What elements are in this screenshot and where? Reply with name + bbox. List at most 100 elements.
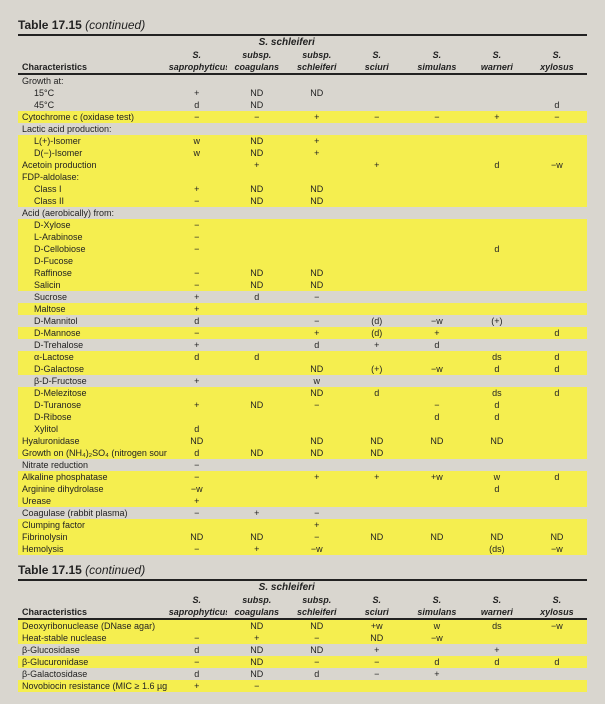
col-head-bot-4: simulans bbox=[407, 606, 467, 619]
cell bbox=[287, 411, 347, 423]
cell: −w bbox=[407, 315, 467, 327]
cell bbox=[467, 147, 527, 159]
cell bbox=[527, 435, 587, 447]
cell: −w bbox=[527, 159, 587, 171]
cell: d bbox=[467, 159, 527, 171]
col-head-bot-4: simulans bbox=[407, 61, 467, 74]
cell bbox=[407, 279, 467, 291]
cell: d bbox=[347, 387, 407, 399]
table-row: Growth at: bbox=[18, 74, 587, 87]
cell: ND bbox=[227, 99, 287, 111]
row-label: D-Melezitose bbox=[18, 387, 167, 399]
cell: ND bbox=[287, 279, 347, 291]
cell: d bbox=[467, 363, 527, 375]
cell bbox=[167, 255, 227, 267]
cell bbox=[227, 315, 287, 327]
cell bbox=[227, 411, 287, 423]
cell bbox=[527, 231, 587, 243]
cell: w bbox=[287, 375, 347, 387]
cell: + bbox=[347, 471, 407, 483]
cell: d bbox=[287, 339, 347, 351]
cell: + bbox=[167, 183, 227, 195]
cell bbox=[227, 495, 287, 507]
cell bbox=[347, 483, 407, 495]
cell: − bbox=[167, 267, 227, 279]
cell: ND bbox=[347, 435, 407, 447]
row-label: Urease bbox=[18, 495, 167, 507]
cell bbox=[347, 255, 407, 267]
cell bbox=[467, 447, 527, 459]
cell bbox=[227, 231, 287, 243]
cell: − bbox=[287, 656, 347, 668]
cell bbox=[227, 423, 287, 435]
cell bbox=[167, 207, 227, 219]
cell bbox=[227, 375, 287, 387]
cell bbox=[467, 195, 527, 207]
cell bbox=[467, 519, 527, 531]
table-row: D-Fucose bbox=[18, 255, 587, 267]
cell bbox=[347, 507, 407, 519]
cell: d bbox=[407, 339, 467, 351]
row-label: Clumping factor bbox=[18, 519, 167, 531]
cell bbox=[407, 459, 467, 471]
cell bbox=[287, 243, 347, 255]
cell bbox=[407, 147, 467, 159]
cell bbox=[407, 495, 467, 507]
cell: d bbox=[287, 668, 347, 680]
cell bbox=[527, 171, 587, 183]
cell: −w bbox=[527, 543, 587, 555]
cell bbox=[467, 279, 527, 291]
cell bbox=[407, 375, 467, 387]
cell: + bbox=[287, 327, 347, 339]
cell: − bbox=[167, 507, 227, 519]
table-row: D-Mannose−+(d)+d bbox=[18, 327, 587, 339]
cell bbox=[467, 680, 527, 692]
row-label: Growth at: bbox=[18, 74, 167, 87]
table-row: D-Ribosedd bbox=[18, 411, 587, 423]
cell bbox=[407, 680, 467, 692]
cell bbox=[287, 680, 347, 692]
table-row: D-Mannitold−(d)−w(+) bbox=[18, 315, 587, 327]
cell bbox=[467, 219, 527, 231]
cell: ND bbox=[287, 644, 347, 656]
cell: (ds) bbox=[467, 543, 527, 555]
cell bbox=[467, 339, 527, 351]
cell: −w bbox=[407, 363, 467, 375]
cell: d bbox=[467, 483, 527, 495]
table-row: Maltose+ bbox=[18, 303, 587, 315]
table-row: D-Cellobiose−d bbox=[18, 243, 587, 255]
row-label: Alkaline phosphatase bbox=[18, 471, 167, 483]
table-row: Raffinose−NDND bbox=[18, 267, 587, 279]
row-label: D-Trehalose bbox=[18, 339, 167, 351]
cell bbox=[407, 291, 467, 303]
cell bbox=[407, 543, 467, 555]
cell bbox=[347, 231, 407, 243]
cell bbox=[407, 207, 467, 219]
cell bbox=[347, 399, 407, 411]
row-label: Novobiocin resistance (MIC ≥ 1.6 µg/ml) bbox=[18, 680, 167, 692]
cell bbox=[527, 680, 587, 692]
cell: d bbox=[467, 399, 527, 411]
cell: d bbox=[167, 447, 227, 459]
cell: +w bbox=[407, 471, 467, 483]
table-row: Acid (aerobically) from: bbox=[18, 207, 587, 219]
cell bbox=[467, 87, 527, 99]
cell bbox=[407, 87, 467, 99]
row-label: Class I bbox=[18, 183, 167, 195]
cell: +w bbox=[347, 619, 407, 632]
cell bbox=[287, 207, 347, 219]
col-head-top-4: S. bbox=[407, 594, 467, 606]
row-label: Hemolysis bbox=[18, 543, 167, 555]
row-label: α-Lactose bbox=[18, 351, 167, 363]
cell bbox=[347, 495, 407, 507]
cell bbox=[467, 99, 527, 111]
cell bbox=[167, 171, 227, 183]
cell: (d) bbox=[347, 315, 407, 327]
cell: ND bbox=[467, 531, 527, 543]
cell: d bbox=[167, 99, 227, 111]
cell bbox=[347, 135, 407, 147]
table-number: Table 17.15 bbox=[18, 18, 82, 32]
cell bbox=[167, 619, 227, 632]
col-head-top-3: S. bbox=[347, 49, 407, 61]
cell: d bbox=[407, 411, 467, 423]
